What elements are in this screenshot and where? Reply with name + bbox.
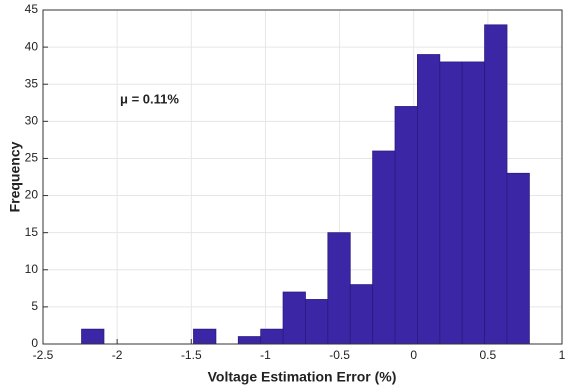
x-tick-label: 1 (559, 348, 566, 362)
y-tick-label: 0 (31, 336, 38, 350)
bar (282, 291, 306, 345)
y-tick-label: 40 (25, 39, 39, 53)
bar (349, 284, 374, 345)
x-tick-label: 0 (410, 348, 417, 362)
bar (193, 328, 217, 345)
bar (484, 24, 508, 345)
bar (327, 232, 351, 345)
bar (417, 54, 441, 345)
annotation: μ = 0.11% (120, 91, 179, 106)
y-axis-label: Frequency (7, 141, 23, 212)
x-tick-label: -1.5 (181, 348, 202, 362)
bar (372, 150, 396, 345)
y-tick-label: 45 (25, 2, 39, 16)
plot-frame (42, 9, 563, 345)
bar (461, 61, 485, 345)
bar (237, 336, 262, 345)
x-tick-label: -2.5 (33, 348, 54, 362)
bar (260, 328, 284, 345)
y-tick-label: 20 (25, 188, 39, 202)
bar (81, 328, 105, 345)
bar (305, 299, 329, 345)
y-tick-label: 25 (25, 151, 39, 165)
x-tick-label: -1 (260, 348, 271, 362)
x-tick-label: -0.5 (329, 348, 350, 362)
y-tick-label: 5 (31, 299, 38, 313)
y-tick-label: 30 (25, 114, 39, 128)
x-axis-label: Voltage Estimation Error (%) (208, 369, 397, 385)
bar (439, 61, 463, 345)
bar (506, 172, 530, 345)
x-tick-label: -2 (112, 348, 123, 362)
y-tick-label: 35 (25, 76, 39, 90)
bar (394, 106, 418, 345)
y-tick-label: 10 (25, 262, 39, 276)
y-tick-label: 15 (25, 225, 39, 239)
x-tick-label: 0.5 (480, 348, 497, 362)
